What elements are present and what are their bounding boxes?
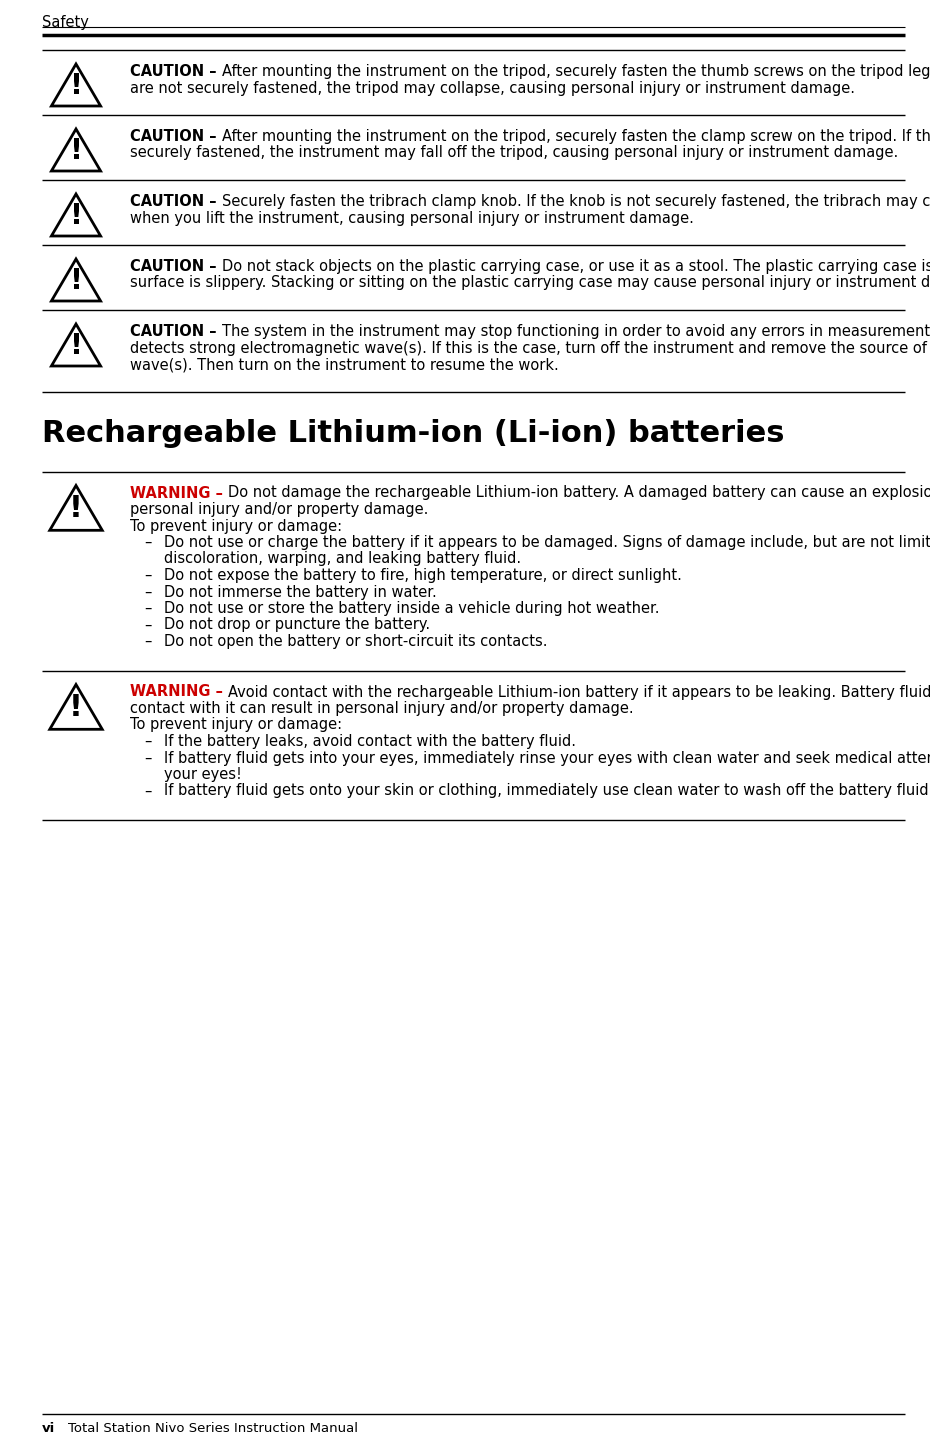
Text: CAUTION –: CAUTION – xyxy=(130,259,221,274)
Text: –: – xyxy=(144,783,152,799)
Text: –: – xyxy=(144,569,152,583)
Text: are not securely fastened, the tripod may collapse, causing personal injury or i: are not securely fastened, the tripod ma… xyxy=(130,80,855,96)
Text: !: ! xyxy=(70,72,83,100)
Text: Total Station Nivo Series Instruction Manual: Total Station Nivo Series Instruction Ma… xyxy=(68,1422,358,1432)
Text: Do not drop or puncture the battery.: Do not drop or puncture the battery. xyxy=(164,617,430,633)
Text: –: – xyxy=(144,634,152,649)
Text: If the battery leaks, avoid contact with the battery fluid.: If the battery leaks, avoid contact with… xyxy=(164,735,576,749)
Text: vi: vi xyxy=(42,1422,55,1432)
Text: To prevent injury or damage:: To prevent injury or damage: xyxy=(130,717,342,733)
Text: –: – xyxy=(144,735,152,749)
Text: Do not use or store the battery inside a vehicle during hot weather.: Do not use or store the battery inside a… xyxy=(164,601,659,616)
Text: Do not immerse the battery in water.: Do not immerse the battery in water. xyxy=(164,584,437,600)
Text: wave(s). Then turn on the instrument to resume the work.: wave(s). Then turn on the instrument to … xyxy=(130,357,559,372)
Text: –: – xyxy=(144,617,152,633)
Text: CAUTION –: CAUTION – xyxy=(130,193,221,209)
Text: After mounting the instrument on the tripod, securely fasten the thumb screws on: After mounting the instrument on the tri… xyxy=(221,64,930,79)
Text: Avoid contact with the rechargeable Lithium-ion battery if it appears to be leak: Avoid contact with the rechargeable Lith… xyxy=(228,684,930,699)
Text: CAUTION –: CAUTION – xyxy=(130,324,221,339)
Text: Do not stack objects on the plastic carrying case, or use it as a stool. The pla: Do not stack objects on the plastic carr… xyxy=(221,259,930,274)
Text: !: ! xyxy=(70,202,83,231)
Text: CAUTION –: CAUTION – xyxy=(130,129,221,145)
Text: If battery fluid gets onto your skin or clothing, immediately use clean water to: If battery fluid gets onto your skin or … xyxy=(164,783,930,799)
Text: !: ! xyxy=(70,332,83,359)
Text: !: ! xyxy=(70,266,83,295)
Text: personal injury and/or property damage.: personal injury and/or property damage. xyxy=(130,503,429,517)
Text: Safety: Safety xyxy=(42,14,89,30)
Text: discoloration, warping, and leaking battery fluid.: discoloration, warping, and leaking batt… xyxy=(164,551,521,567)
Text: –: – xyxy=(144,536,152,550)
Text: WARNING –: WARNING – xyxy=(130,684,228,699)
Text: securely fastened, the instrument may fall off the tripod, causing personal inju: securely fastened, the instrument may fa… xyxy=(130,146,898,160)
Text: surface is slippery. Stacking or sitting on the plastic carrying case may cause : surface is slippery. Stacking or sitting… xyxy=(130,275,930,291)
Text: Securely fasten the tribrach clamp knob. If the knob is not securely fastened, t: Securely fasten the tribrach clamp knob.… xyxy=(221,193,930,209)
Text: when you lift the instrument, causing personal injury or instrument damage.: when you lift the instrument, causing pe… xyxy=(130,211,694,225)
Text: Do not open the battery or short-circuit its contacts.: Do not open the battery or short-circuit… xyxy=(164,634,548,649)
Text: After mounting the instrument on the tripod, securely fasten the clamp screw on : After mounting the instrument on the tri… xyxy=(221,129,930,145)
Text: WARNING –: WARNING – xyxy=(130,485,228,501)
Text: –: – xyxy=(144,601,152,616)
Text: If battery fluid gets into your eyes, immediately rinse your eyes with clean wat: If battery fluid gets into your eyes, im… xyxy=(164,750,930,766)
Text: The system in the instrument may stop functioning in order to avoid any errors i: The system in the instrument may stop fu… xyxy=(221,324,930,339)
Text: –: – xyxy=(144,750,152,766)
Text: Do not damage the rechargeable Lithium-ion battery. A damaged battery can cause : Do not damage the rechargeable Lithium-i… xyxy=(228,485,930,501)
Text: To prevent injury or damage:: To prevent injury or damage: xyxy=(130,518,342,534)
Text: !: ! xyxy=(69,494,83,523)
Text: Do not expose the battery to fire, high temperature, or direct sunlight.: Do not expose the battery to fire, high … xyxy=(164,569,682,583)
Text: Do not use or charge the battery if it appears to be damaged. Signs of damage in: Do not use or charge the battery if it a… xyxy=(164,536,930,550)
Text: your eyes!: your eyes! xyxy=(164,768,242,782)
Text: contact with it can result in personal injury and/or property damage.: contact with it can result in personal i… xyxy=(130,702,633,716)
Text: !: ! xyxy=(69,693,83,722)
Text: –: – xyxy=(144,584,152,600)
Text: !: ! xyxy=(70,137,83,165)
Text: CAUTION –: CAUTION – xyxy=(130,64,221,79)
Text: detects strong electromagnetic wave(s). If this is the case, turn off the instru: detects strong electromagnetic wave(s). … xyxy=(130,341,930,355)
Text: Rechargeable Lithium-ion (Li-ion) batteries: Rechargeable Lithium-ion (Li-ion) batter… xyxy=(42,420,785,448)
